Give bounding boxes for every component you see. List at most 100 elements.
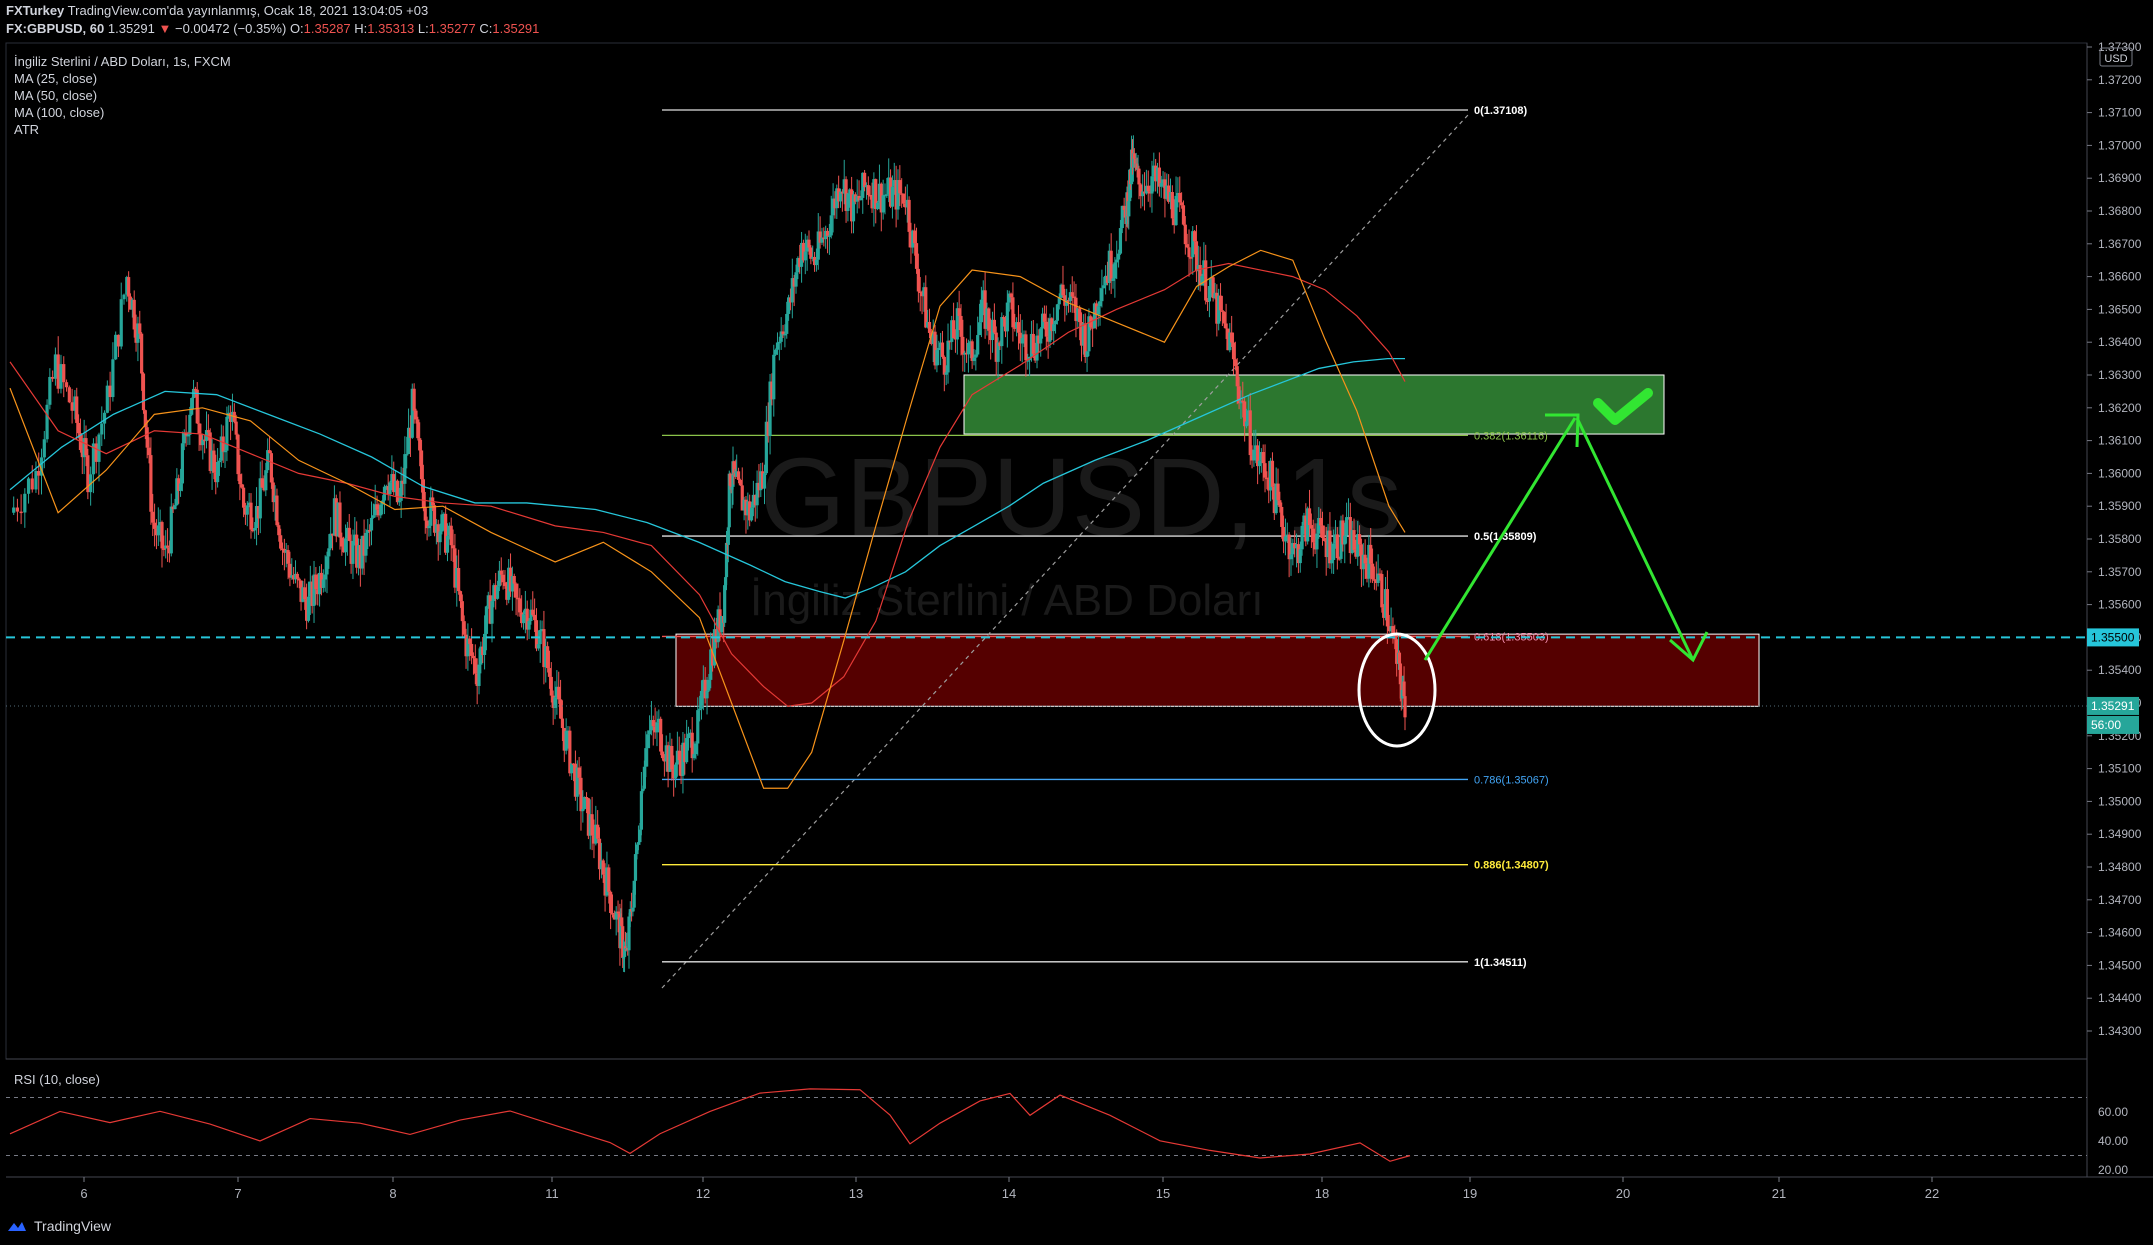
candle-body	[427, 525, 431, 529]
green-target-zone[interactable]	[963, 374, 1665, 435]
candle-body	[1118, 228, 1123, 254]
candle-body	[870, 195, 874, 209]
candle-body	[992, 319, 996, 333]
candle-body	[258, 478, 262, 519]
down-arrow-line[interactable]	[1575, 417, 1695, 661]
candle-body	[662, 758, 666, 762]
candle-body	[1159, 182, 1163, 187]
candle-body	[877, 183, 882, 203]
candle-body	[853, 194, 857, 202]
candle-body	[1083, 323, 1087, 358]
up-arrow-line[interactable]	[1423, 417, 1577, 661]
ma25-line[interactable]	[9, 249, 1406, 789]
candle-body	[1154, 165, 1158, 182]
candle-body	[987, 308, 991, 331]
candle-body	[471, 655, 476, 659]
candle-body	[1389, 626, 1393, 632]
candle-body	[507, 567, 511, 600]
candle-body	[1003, 317, 1008, 332]
candle-body	[143, 410, 147, 428]
candle-body	[612, 914, 616, 920]
candle-body	[803, 251, 807, 261]
candle-body	[243, 507, 248, 515]
price-tick: 1.35800	[2098, 532, 2142, 546]
candle-body	[299, 580, 303, 602]
candle-body	[1155, 167, 1160, 182]
publisher-name[interactable]: FXTurkey	[6, 3, 65, 18]
candle-body	[1280, 506, 1284, 527]
rsi-line[interactable]	[9, 1088, 1411, 1162]
price-axis[interactable]: 1.37300 1.37200 1.37100 1.37000 1.36900 1.368…	[2087, 40, 2142, 1038]
fib-trend-line[interactable]	[661, 114, 1469, 989]
price-tick: 1.36800	[2098, 204, 2142, 218]
symbol-label[interactable]: FX:GBPUSD, 60	[6, 21, 105, 36]
candle-body	[953, 338, 958, 340]
candle-body	[1096, 306, 1100, 315]
legend-ma25[interactable]: MA (25, close)	[14, 71, 98, 86]
candle-body	[723, 585, 727, 623]
legend-atr[interactable]: ATR	[14, 122, 40, 137]
candle-body	[686, 733, 691, 739]
candle-body	[508, 567, 513, 592]
candle-body	[1183, 224, 1187, 245]
candle-body	[675, 750, 679, 765]
candle-body	[253, 528, 257, 531]
candle-body	[1237, 386, 1241, 404]
candle-body	[959, 315, 963, 337]
candle-body	[724, 542, 729, 578]
legend-ma50[interactable]: MA (50, close)	[14, 88, 98, 103]
candle-body	[76, 422, 81, 434]
candle-body	[764, 421, 768, 474]
candle-body	[632, 880, 636, 908]
price-tag-label: 1.35291	[2091, 699, 2135, 713]
candle-body	[1243, 401, 1247, 427]
candle-body	[397, 500, 401, 503]
candle-body	[169, 506, 173, 554]
candle-body	[641, 788, 645, 792]
footer-brand[interactable]: TradingView	[34, 1218, 112, 1234]
ma100-line[interactable]	[9, 357, 1405, 599]
candle-body	[887, 177, 891, 195]
candle-body	[273, 495, 277, 503]
candle-body	[201, 439, 205, 446]
candle-body	[1391, 626, 1395, 635]
price-tick: 1.35700	[2098, 565, 2142, 579]
candle-body	[1363, 554, 1367, 564]
candle-body	[844, 179, 848, 211]
candle-body	[1092, 303, 1097, 329]
candle-body	[91, 443, 96, 475]
candle-body	[1109, 250, 1113, 281]
candle-body	[653, 726, 657, 733]
currency-badge[interactable]	[2099, 47, 2133, 67]
candle-body	[164, 545, 168, 549]
candle-body	[419, 450, 424, 480]
candle-body	[766, 421, 770, 437]
candle-body	[1205, 300, 1210, 303]
candle-body	[1294, 544, 1299, 549]
candle-body	[774, 349, 778, 355]
candle-body	[679, 760, 683, 776]
candle-body	[1330, 559, 1334, 564]
highlight-ellipse[interactable]	[1357, 632, 1437, 748]
candle-body	[280, 548, 285, 551]
candle-body	[1276, 483, 1280, 501]
close-value: 1.35291	[492, 21, 540, 36]
candle-body	[39, 457, 44, 476]
price-tick: 1.36100	[2098, 434, 2142, 448]
candle-body	[229, 412, 233, 422]
candle-body	[1152, 165, 1156, 177]
candle-body	[1194, 241, 1199, 272]
red-support-zone[interactable]	[675, 633, 1760, 707]
candle-body	[942, 356, 946, 375]
candle-body	[421, 479, 426, 509]
legend-ma100[interactable]: MA (100, close)	[14, 105, 105, 120]
time-axis[interactable]: 6 7 8 11 12 13 14 15 18 19 20 21 22	[80, 1177, 1939, 1201]
candle-body	[723, 577, 728, 586]
candle-body	[627, 916, 631, 951]
candle-body	[1035, 335, 1039, 361]
candle-body	[1230, 332, 1234, 343]
legend-title[interactable]: İngiliz Sterlini / ABD Doları, 1s, FXCM	[14, 54, 231, 69]
candle-body	[408, 427, 413, 438]
candle-body	[484, 606, 489, 634]
